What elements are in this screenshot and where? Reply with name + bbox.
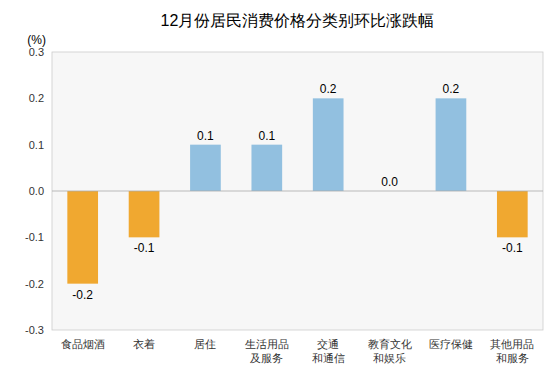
data-label: 0.2 [443,82,460,96]
x-tick-label: 教育文化和娱乐 [368,338,412,364]
y-tick-label: 0.0 [29,185,44,197]
x-tick-label: 其他用品和服务 [490,338,534,364]
zero-line [52,191,543,192]
x-tick-label: 交通和通信 [312,338,345,364]
data-label: -0.1 [134,241,155,255]
plot-area [52,52,543,330]
chart: 12月份居民消费价格分类别环比涨跌幅 (%) -0.3 -0.2 -0.1 0.0 0.1 0… [0,0,557,386]
x-tick-label: 医疗保健 [429,338,473,350]
x-tick-label: 衣着 [133,338,155,350]
bar [313,98,344,191]
data-label: 0.0 [381,175,398,189]
x-tick-label: 居住 [194,338,216,350]
bar [67,191,98,284]
y-tick-label: -0.2 [25,278,44,290]
title: 12月份居民消费价格分类别环比涨跌幅 [161,12,435,29]
bar [190,145,221,191]
bar [497,191,528,237]
y-tick-label: -0.3 [25,324,44,336]
x-tick-label: 食品烟酒 [61,338,105,350]
data-label: 0.1 [258,129,275,143]
data-label: -0.2 [72,288,93,302]
x-tick-label: 生活用品及服务 [245,338,289,364]
bar [251,145,282,191]
y-tick-label: 0.2 [29,92,44,104]
y-tick-label: -0.1 [25,231,44,243]
data-label: 0.1 [197,129,214,143]
data-label: -0.1 [502,241,523,255]
y-tick-label: 0.3 [29,46,44,58]
y-tick-label: 0.1 [29,139,44,151]
bar [436,98,467,191]
data-label: 0.2 [320,82,337,96]
bar [129,191,160,237]
y-axis-label: (%) [27,33,46,47]
